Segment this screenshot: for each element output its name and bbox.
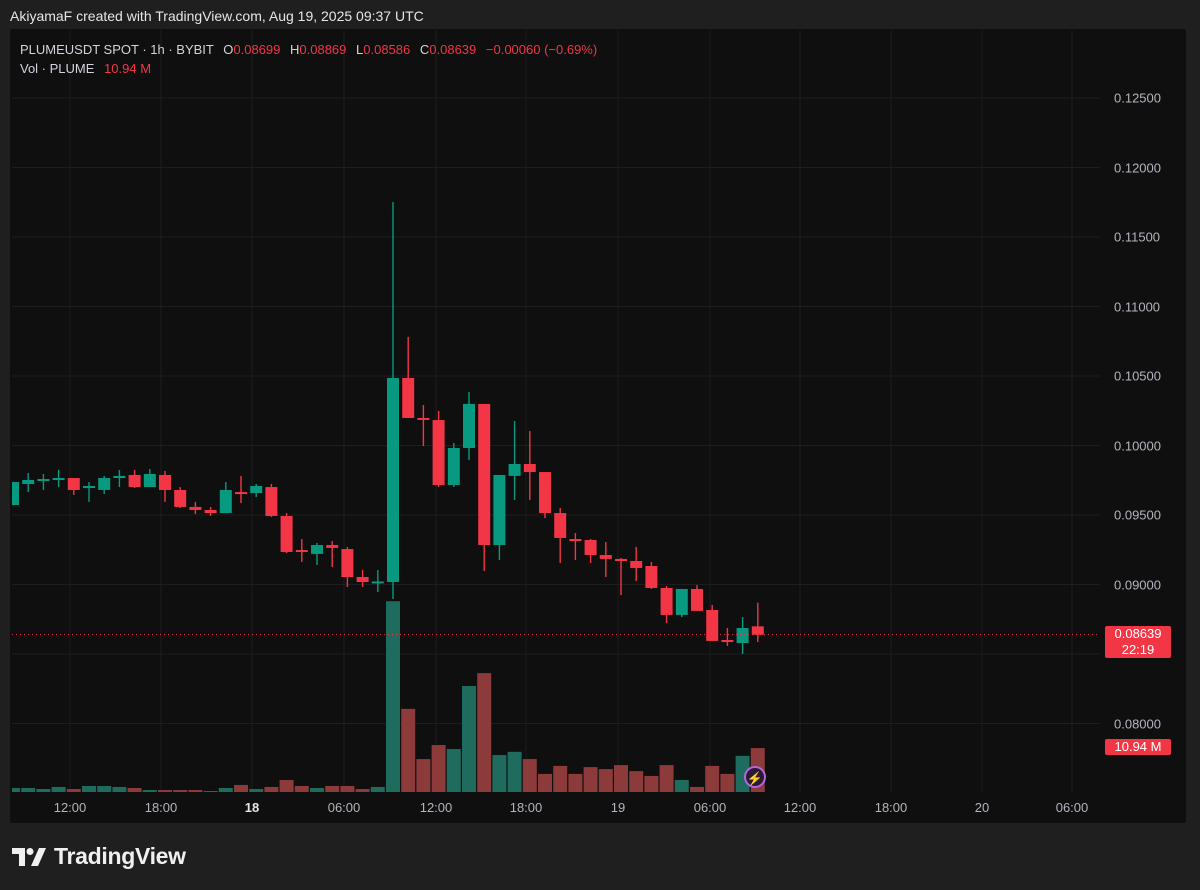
chart-frame[interactable] — [10, 29, 1186, 823]
last-volume-tag: 10.94 M — [1105, 739, 1171, 755]
time-tick: 12:00 — [783, 800, 817, 815]
low-label: L — [356, 42, 364, 57]
high-label: H — [290, 42, 300, 57]
volume-row: Vol · PLUME 10.94 M — [20, 59, 597, 78]
tradingview-logo[interactable]: TradingView — [12, 843, 186, 870]
time-tick: 06:00 — [693, 800, 727, 815]
time-tick: 12:00 — [53, 800, 87, 815]
price-tick: 0.10000 — [1114, 438, 1161, 453]
price-tick: 0.10500 — [1114, 368, 1161, 384]
attribution-text: AkiyamaF created with TradingView.com, A… — [10, 8, 424, 24]
time-tick: 18:00 — [509, 800, 543, 815]
time-tick: 18:00 — [144, 800, 178, 815]
time-tick: 19 — [610, 800, 626, 815]
price-tick: 0.09000 — [1114, 577, 1161, 592]
price-tick: 0.11500 — [1114, 229, 1161, 245]
tradingview-logo-icon — [12, 847, 46, 866]
logo-text: TradingView — [54, 843, 186, 869]
price-tick: 0.12000 — [1114, 160, 1161, 175]
lightning-icon[interactable]: ⚡ — [744, 766, 766, 788]
high-value: 0.08869 — [299, 42, 347, 57]
open-value: 0.08699 — [233, 42, 281, 57]
time-tick: 06:00 — [327, 800, 361, 815]
last-price-tag: 0.08639 22:19 — [1105, 626, 1171, 658]
low-value: 0.08586 — [363, 42, 411, 57]
bar-countdown: 22:19 — [1121, 642, 1155, 657]
time-tick: 18 — [244, 800, 260, 815]
ohlc-row: PLUMEUSDT SPOT · 1h · BYBIT O0.08699 H0.… — [20, 40, 597, 59]
time-tick: 06:00 — [1055, 800, 1089, 815]
time-tick: 20 — [974, 800, 990, 815]
open-label: O — [223, 42, 234, 57]
volume-label[interactable]: Vol · PLUME — [20, 61, 95, 76]
symbol-legend: PLUMEUSDT SPOT · 1h · BYBIT O0.08699 H0.… — [20, 40, 597, 78]
price-tick: 0.12500 — [1114, 90, 1161, 106]
symbol-title[interactable]: PLUMEUSDT SPOT · 1h · BYBIT — [20, 42, 214, 57]
price-tick: 0.09500 — [1114, 507, 1161, 523]
volume-value: 10.94 M — [104, 61, 152, 76]
last-price-value: 0.08639 — [1114, 626, 1162, 641]
close-label: C — [419, 42, 430, 57]
price-tick: 0.08000 — [1114, 716, 1161, 731]
time-tick: 18:00 — [874, 800, 908, 815]
price-tick: 0.11000 — [1114, 299, 1161, 314]
change-value: −0.00060 (−0.69%) — [485, 42, 598, 57]
close-value: 0.08639 — [429, 42, 477, 57]
time-tick: 12:00 — [419, 800, 453, 815]
